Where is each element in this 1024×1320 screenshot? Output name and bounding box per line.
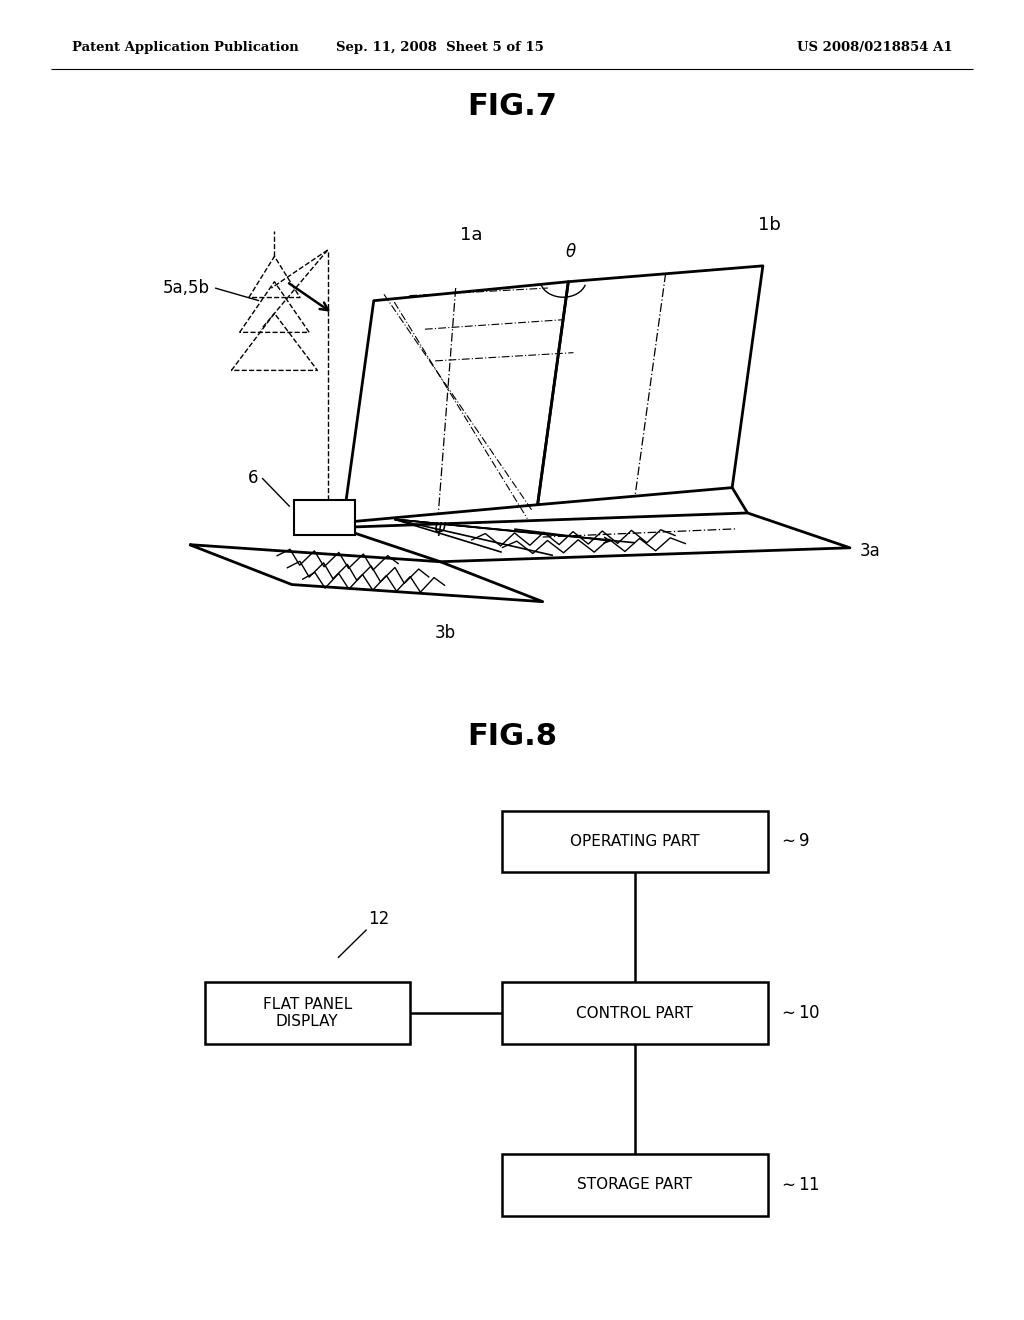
FancyBboxPatch shape bbox=[502, 1154, 768, 1216]
Text: 3b: 3b bbox=[435, 624, 456, 642]
FancyBboxPatch shape bbox=[294, 500, 355, 535]
Text: 3a: 3a bbox=[860, 543, 881, 560]
FancyBboxPatch shape bbox=[205, 982, 410, 1044]
Text: CONTROL PART: CONTROL PART bbox=[577, 1006, 693, 1020]
FancyBboxPatch shape bbox=[502, 982, 768, 1044]
Text: 12: 12 bbox=[369, 911, 389, 928]
Text: $\theta$: $\theta$ bbox=[565, 243, 578, 261]
Text: OPERATING PART: OPERATING PART bbox=[570, 834, 699, 849]
Text: FIG.8: FIG.8 bbox=[467, 722, 557, 751]
Text: $\sim$9: $\sim$9 bbox=[778, 832, 810, 850]
Text: $\sim$10: $\sim$10 bbox=[778, 1005, 820, 1022]
Text: STORAGE PART: STORAGE PART bbox=[578, 1177, 692, 1192]
Text: $\psi$: $\psi$ bbox=[433, 520, 447, 537]
Text: US 2008/0218854 A1: US 2008/0218854 A1 bbox=[797, 41, 952, 54]
Text: Sep. 11, 2008  Sheet 5 of 15: Sep. 11, 2008 Sheet 5 of 15 bbox=[336, 41, 545, 54]
Text: FLAT PANEL
DISPLAY: FLAT PANEL DISPLAY bbox=[262, 997, 352, 1030]
Text: 1a: 1a bbox=[460, 226, 482, 244]
Text: 1b: 1b bbox=[758, 216, 780, 234]
Text: Patent Application Publication: Patent Application Publication bbox=[72, 41, 298, 54]
Text: $\sim$11: $\sim$11 bbox=[778, 1176, 820, 1195]
Text: 5a,5b: 5a,5b bbox=[163, 279, 210, 297]
Text: FIG.7: FIG.7 bbox=[467, 91, 557, 120]
Text: 6: 6 bbox=[248, 469, 258, 487]
FancyBboxPatch shape bbox=[502, 810, 768, 873]
